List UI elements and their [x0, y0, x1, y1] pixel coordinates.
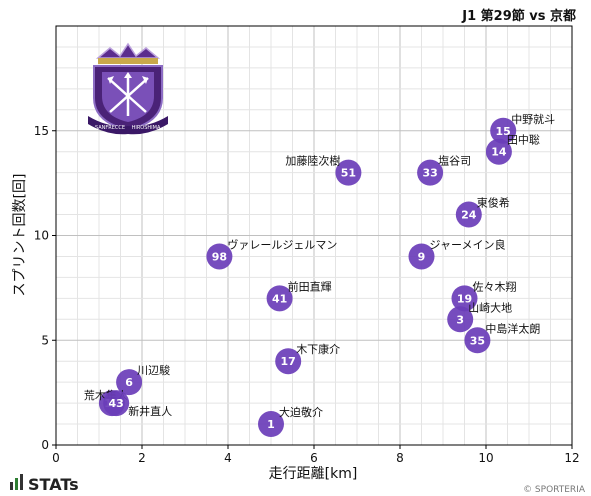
- player-number: 98: [212, 250, 227, 263]
- x-tick-label: 0: [52, 451, 60, 465]
- player-number: 17: [281, 355, 296, 368]
- player-number: 19: [457, 292, 472, 305]
- x-tick-label: 10: [478, 451, 493, 465]
- player-name: 大迫敬介: [279, 405, 323, 419]
- x-tick-label: 8: [396, 451, 404, 465]
- player-name: ジャーメイン良: [430, 237, 506, 251]
- svg-text:HIROSHIMA: HIROSHIMA: [132, 125, 161, 131]
- bar-chart-icon: [10, 474, 23, 490]
- player-marker: [266, 285, 293, 312]
- player-number: 1: [267, 418, 275, 431]
- player-marker: [464, 327, 491, 354]
- player-number: 43: [109, 397, 124, 410]
- player-marker: [275, 348, 302, 375]
- x-tick-label: 12: [564, 451, 579, 465]
- player-number: 51: [341, 167, 356, 180]
- player-name: 前田直輝: [288, 279, 332, 293]
- data-points: 15中野就斗14田中聡51加藤陸次樹33塩谷司24東俊希98ヴァレールジェルマン…: [84, 112, 555, 438]
- player-number: 14: [491, 146, 507, 159]
- player-point: 3 山崎大地: [447, 300, 512, 333]
- y-tick-label: 5: [41, 333, 49, 347]
- player-marker: [103, 390, 130, 417]
- player-marker: [116, 369, 143, 396]
- copyright: © SPORTERIA: [523, 485, 586, 495]
- player-marker: [451, 285, 478, 312]
- player-marker: [258, 411, 284, 438]
- y-tick-label: 15: [34, 124, 49, 138]
- player-name: 山崎大地: [468, 300, 512, 314]
- player-number: 35: [470, 334, 485, 347]
- player-marker: [490, 117, 517, 144]
- player-name: 加藤陸次樹: [285, 154, 340, 168]
- player-number: 6: [125, 376, 133, 389]
- y-tick-label: 10: [34, 229, 49, 243]
- player-point: 43 新井直人: [103, 390, 172, 418]
- player-number: 3: [456, 313, 464, 326]
- player-name: 塩谷司: [438, 154, 471, 168]
- player-marker: [206, 243, 233, 270]
- chart-title: J1 第29節 vs 京都: [461, 8, 576, 24]
- x-axis-label: 走行距離[km]: [269, 465, 358, 482]
- x-tick-label: 4: [224, 451, 232, 465]
- player-name: 東俊希: [477, 196, 510, 210]
- stats-brand: STATs: [10, 474, 79, 494]
- player-name: 川辺駿: [137, 363, 170, 377]
- player-number: 9: [418, 250, 426, 263]
- player-marker: [447, 306, 474, 333]
- svg-text:SANFRECCE: SANFRECCE: [95, 125, 125, 131]
- brand-name: STATs: [28, 475, 79, 494]
- player-point: 9 ジャーメイン良: [408, 237, 506, 270]
- player-marker: [335, 159, 362, 186]
- team-crest-logo: SANFRECCE HIROSHIMA: [88, 42, 168, 135]
- player-number: 24: [461, 209, 477, 222]
- player-point: 1 大迫敬介: [258, 405, 323, 438]
- player-number: 33: [422, 167, 437, 180]
- player-name: 中島洋太朗: [485, 321, 540, 335]
- y-tick-label: 0: [41, 438, 49, 452]
- player-name: 中野就斗: [511, 112, 555, 126]
- player-name: 田中聡: [507, 133, 540, 147]
- y-axis-label: スプリント回数[回]: [12, 174, 28, 297]
- player-number: 41: [272, 292, 287, 305]
- x-tick-label: 6: [310, 451, 318, 465]
- player-marker: [455, 201, 482, 228]
- player-name: 佐々木翔: [473, 279, 517, 293]
- x-tick-label: 2: [138, 451, 146, 465]
- player-name: 木下康介: [296, 342, 340, 356]
- player-point: 6 川辺駿: [116, 363, 170, 396]
- player-marker: [408, 243, 435, 270]
- player-number: 15: [496, 125, 511, 138]
- player-marker: [417, 159, 444, 186]
- player-name: 新井直人: [128, 404, 172, 418]
- player-name: ヴァレールジェルマン: [227, 237, 337, 251]
- player-marker: [485, 138, 512, 165]
